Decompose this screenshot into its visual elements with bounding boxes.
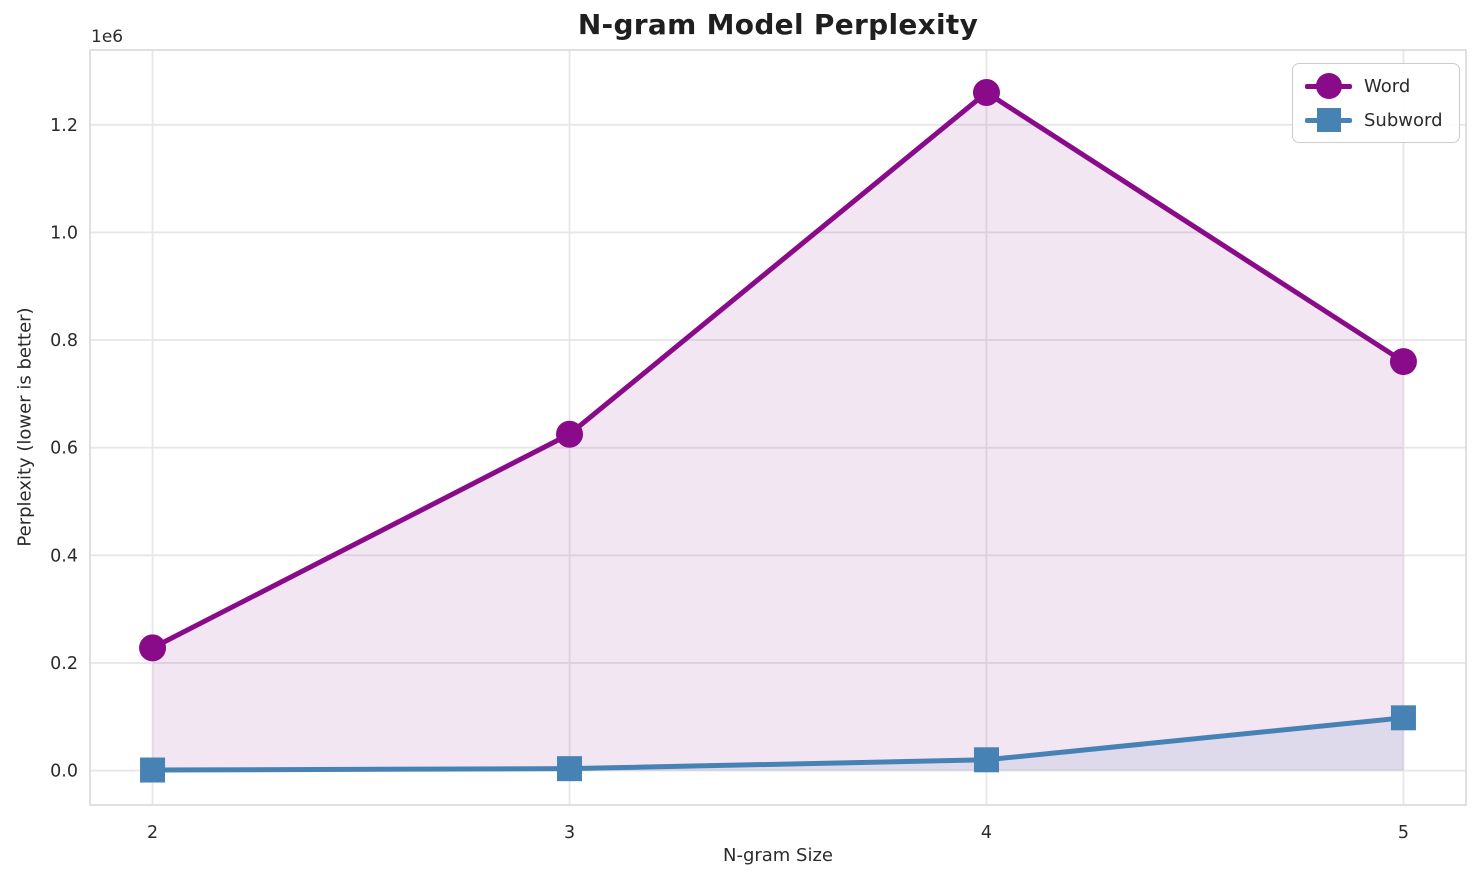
x-tick-label: 2	[147, 823, 158, 843]
plot-border	[89, 49, 1467, 806]
y-tick-label: 0.0	[50, 762, 78, 782]
subword-marker	[973, 747, 999, 773]
y-tick-label: 0.8	[50, 331, 78, 351]
subword-line	[152, 715, 1404, 773]
y-axis-offset-text: 1e6	[91, 27, 124, 47]
word-marker	[1389, 348, 1417, 376]
circle-marker-icon	[1305, 72, 1352, 100]
y-tick-label: 0.4	[50, 546, 78, 566]
square-marker-icon	[1305, 106, 1352, 134]
legend-label: Word	[1364, 75, 1411, 97]
subword-marker	[557, 756, 583, 782]
legend-glyph-square	[1316, 108, 1341, 132]
x-tick-label: 4	[981, 823, 992, 843]
y-tick-label: 0.6	[50, 439, 78, 459]
subword-marker	[1390, 705, 1416, 731]
x-axis-label: N-gram Size	[722, 845, 834, 866]
legend-label: Subword	[1364, 109, 1443, 131]
x-tick-label: 5	[1398, 823, 1409, 843]
subword-marker	[140, 757, 166, 783]
legend-glyph-circle	[1315, 73, 1342, 99]
subword-area-fill	[152, 717, 1404, 771]
y-tick-label: 0.2	[50, 654, 78, 674]
word-line	[151, 90, 1405, 651]
word-marker	[972, 79, 1000, 107]
word-marker	[139, 634, 167, 662]
y-axis-label: Perplexity (lower is better)	[14, 307, 36, 547]
y-tick-label: 1.0	[50, 223, 78, 243]
legend-item-subword: Subword	[1305, 106, 1443, 134]
word-marker	[556, 420, 584, 448]
legend: Word Subword	[1292, 63, 1460, 143]
word-area-fill	[152, 92, 1404, 771]
chart-title: N-gram Model Perplexity	[577, 8, 979, 41]
legend-item-word: Word	[1305, 72, 1443, 100]
x-tick-label: 3	[564, 823, 575, 843]
y-tick-label: 1.2	[50, 116, 78, 136]
